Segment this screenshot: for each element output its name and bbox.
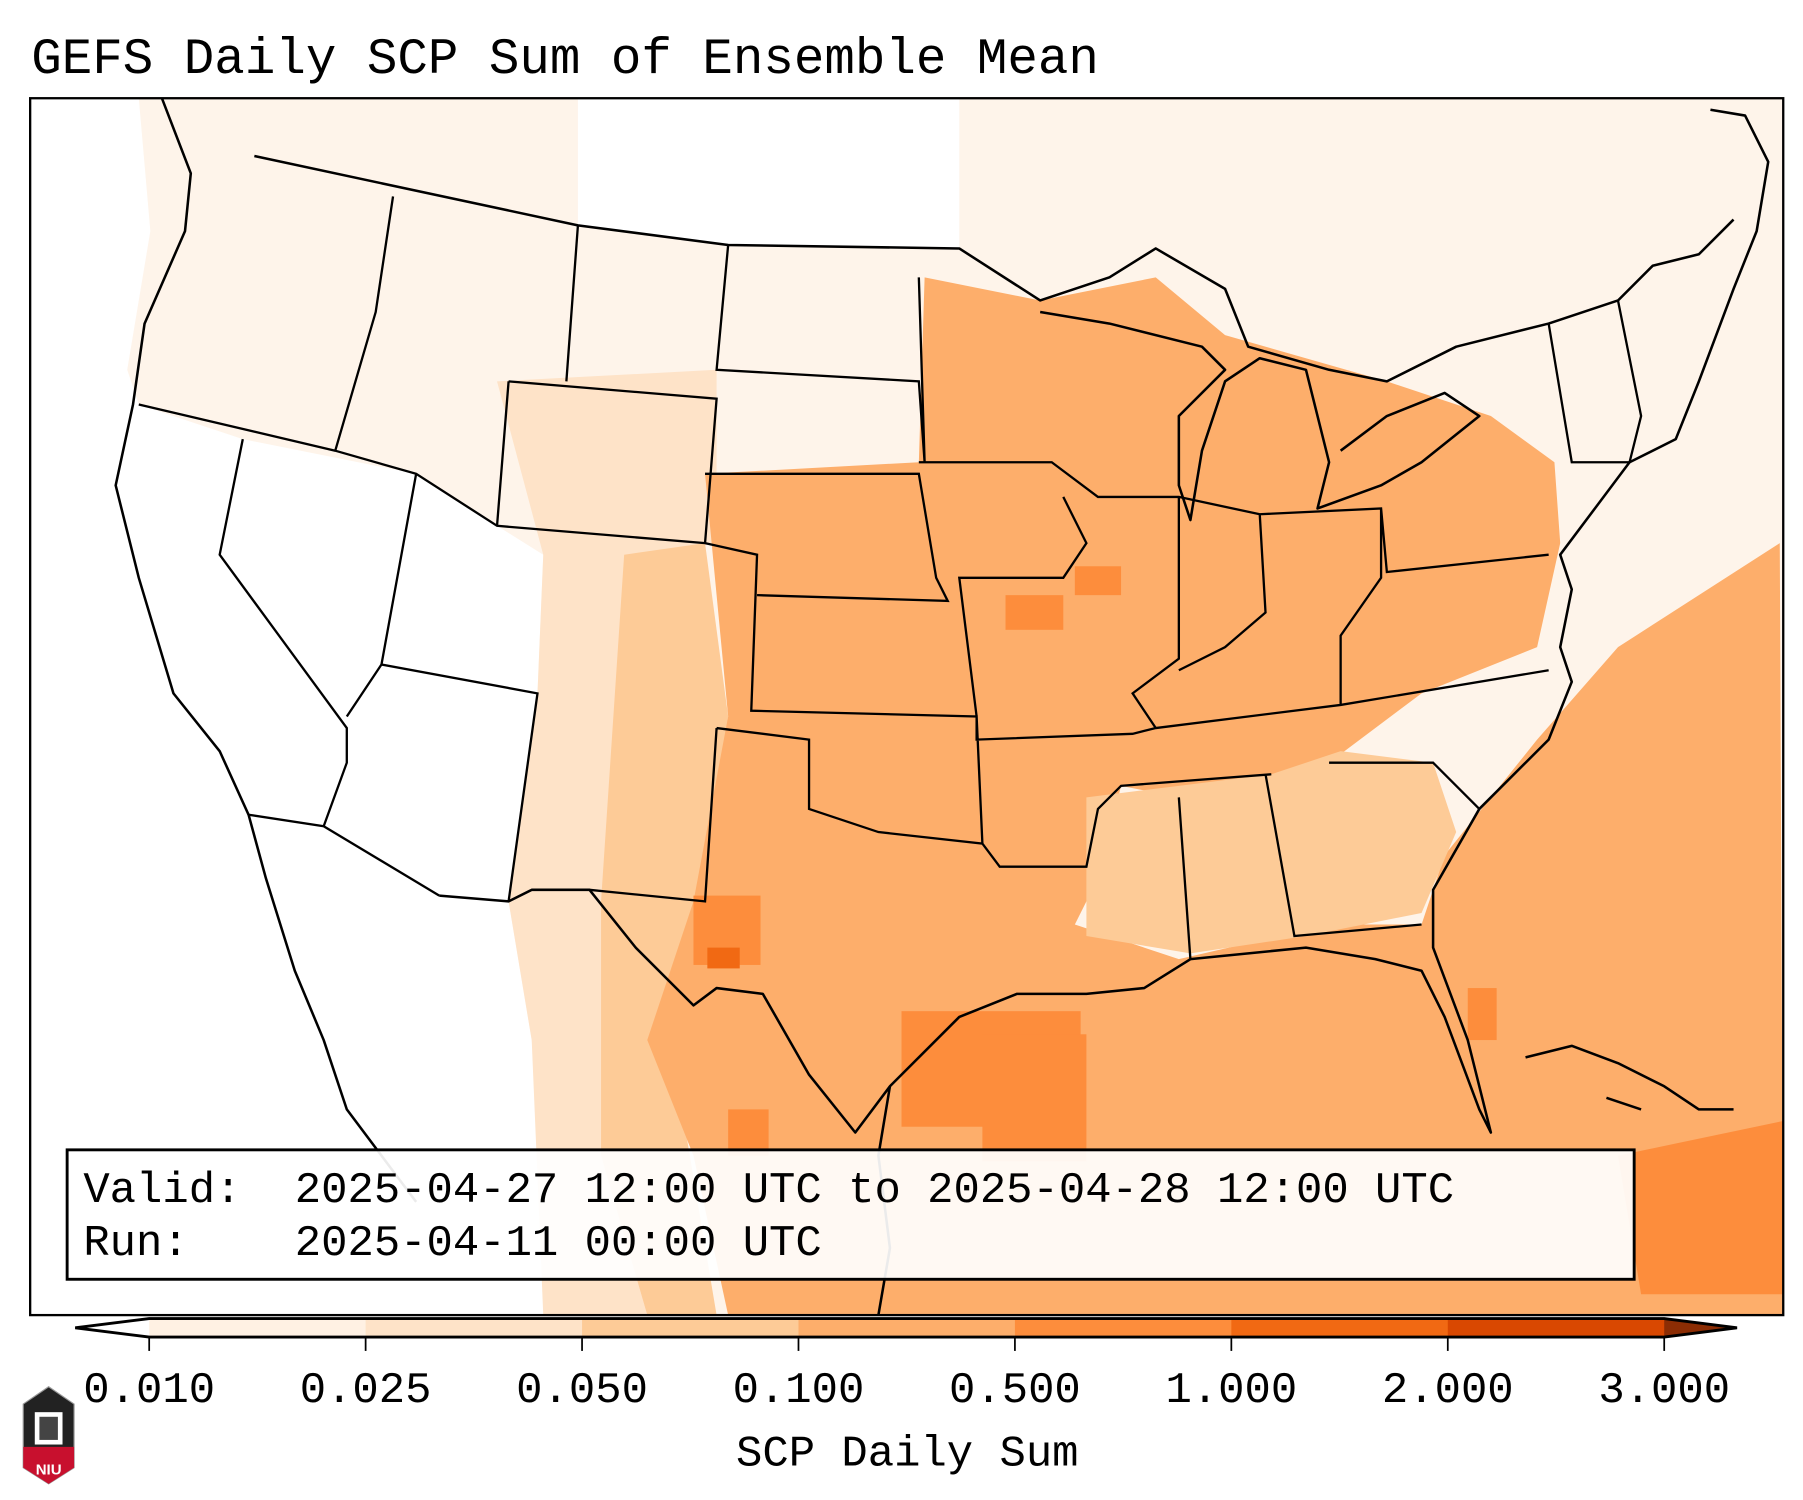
colorbar-tick-label: 0.010 [83,1366,215,1416]
scp-area-0.500-gulf3 [728,1109,769,1156]
scp-area-0.050 [601,543,729,1316]
colorbar-segment [1447,1318,1665,1338]
colorbar-segment [365,1318,583,1338]
info-box: Valid: 2025-04-27 12:00 UTC to 2025-04-2… [65,1148,1636,1281]
colorbar-tick-label: 1.000 [1165,1366,1297,1416]
scp-area-none-north [577,98,960,249]
map-frame [29,97,1785,1317]
scp-area-0.500-atlantic [1467,988,1497,1041]
colorbar-tick-label: 2.000 [1382,1366,1514,1416]
map [29,97,1785,1317]
great-lakes [1039,310,1481,522]
valid-label: Valid: [83,1166,241,1216]
canada-border [254,154,1735,383]
niu-logo: NIU [22,1386,75,1485]
colorbar-segment [149,1318,367,1338]
colorbar-segment [1231,1318,1449,1338]
colorbar-label: SCP Daily Sum [736,1429,1079,1479]
colorbar-tick-label: 0.050 [516,1366,648,1416]
colorbar-tick-label: 0.025 [300,1366,432,1416]
colorbar-tick-label: 0.500 [949,1366,1081,1416]
scp-area-0.500-gulf2 [982,1034,1087,1162]
run-label: Run: [83,1219,188,1269]
colorbar: 0.010 0.025 0.050 0.100 0.500 1.000 2.000 3.000 [75,1317,1738,1416]
colorbar-extend-high [1664,1318,1738,1338]
colorbar-extend-low [75,1318,150,1338]
colorbar-tick-label: 0.100 [733,1366,865,1416]
run-value: 2025-04-11 00:00 UTC [295,1219,822,1269]
state-borders [138,196,1643,960]
colorbar-segment [1014,1318,1232,1338]
valid-value: 2025-04-27 12:00 UTC to 2025-04-28 12:00… [295,1166,1454,1216]
cuba [1525,1044,1734,1111]
colorbar-tick-label: 3.000 [1598,1366,1730,1416]
colorbar-segment [582,1318,800,1338]
logo-text: NIU [36,1462,62,1479]
figure-title: GEFS Daily SCP Sum of Ensemble Mean [31,32,1099,89]
scp-area-0.500-caribbean [1617,1120,1784,1295]
scp-area-none-west [30,98,578,1316]
scp-area-0.500-illinois [1074,566,1122,596]
colorbar-segment [798,1318,1016,1338]
scp-area-1.000-texas [707,947,740,969]
scp-area-0.500-missouri [1005,595,1064,630]
